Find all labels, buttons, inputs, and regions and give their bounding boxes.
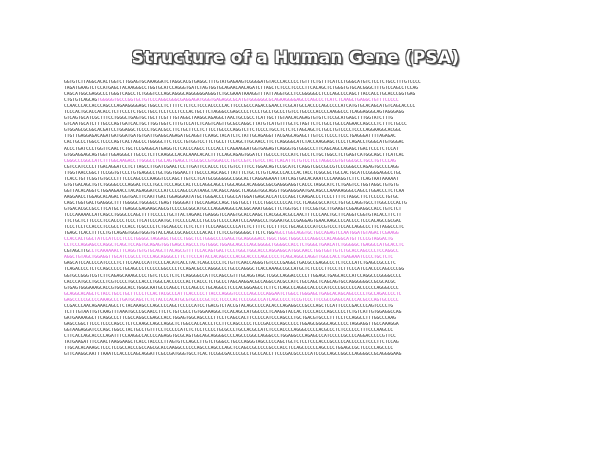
sequence-line: CCGACCCAACAGAAACAGCCTCTACAAAGCCCAGCCCCAG… xyxy=(64,303,394,309)
intron-segment: CGTAGCTTG xyxy=(64,249,89,255)
exon-segment: GCAGGCACAGCTCTACCTGCCTGCTTCCCTCCACTACGCC… xyxy=(64,291,402,297)
dna-sequence-block: GGTGTCTTAGGCACACTGGTCTTGGAGTGCAAAGGATCTA… xyxy=(0,80,591,440)
sequence-line: TTGTTGAGGAGACAGATGATGGATGATGTGATTGAGGCAG… xyxy=(64,134,396,140)
intron-segment: TGAGCTCACCTTTCCTGTCAGAGTGGGTGGGTGTACCAGC… xyxy=(64,231,275,237)
sequence-line: CCTCCCAGGAGCCCAGGCTCAGCTCCAGTGCAGAGTGGTG… xyxy=(64,243,544,249)
intron-segment: CTGTGTCAGCAG xyxy=(64,98,98,104)
sequence-line: GGTTACACAGGTCTGGAAGAACCTACAGAGGATCCCATCC… xyxy=(64,188,405,194)
sequence-line: GCAGGCACAGCTCTACCTGCCTGCTTCCCTCCACTACGCC… xyxy=(64,292,544,298)
exon-segment: CCTCAAAAAACTTCAGGTGTGTGCAGCTTACAGCGTTTTC… xyxy=(88,249,399,255)
sequence-line: GAGCATCCACCCCATCCCCTCTTCCAACCCATTCCCCACA… xyxy=(64,261,396,267)
sequence-line: TGAGCTCACCTTTCCTGTCAGAGTGGGTGGGTGTACCAGC… xyxy=(64,231,544,237)
sequence-line: CGTAGCTTGCCTCAAAAAACTTCAGGTGTGTGCAGCTTAC… xyxy=(64,249,544,255)
sequence-line: AGGCTGTAGCTGGAGGTTGCATCCGCCCTCCCAGCAGGGC… xyxy=(64,255,544,261)
sequence-line: GGTGTCTTAGGCACACTGGTCTTGGAGTGCAAAGGATCTA… xyxy=(64,80,421,85)
sequence-line: TAGATGAAGTCTCCATGAGCTACAAGGGCCTGGTGCATCC… xyxy=(64,86,419,92)
sequence-line: GTGTGACAGCTGTCTGGGGCCCCAGGACTCCCTGCCTCCC… xyxy=(64,182,399,188)
sequence-line: TTCTGCTCTTCCCCTCCACCCCTCCCTTCATCCCAATGCT… xyxy=(64,219,402,225)
sequence-line: GGTAAGAGGATCCCAGCTGGCCTACTGCCTGTTTCCTCCC… xyxy=(64,327,394,333)
sequence-line: ACCCTGATCCCTGGTTCAACTCTGCTCCGAGGCATGAGGT… xyxy=(64,146,399,152)
sequence-line: CTGTGTCAGCAGTGGGGGTGCCCGGTGCTGTCCCAGGCGG… xyxy=(64,98,544,104)
sequence-line: TTGGTAACCGGCTTCCGGTGTCCCTGTGAGGCCTGCTGGT… xyxy=(64,170,402,176)
sequence-line: TCACCTGTTCGGTGTGCCCTTTCCCAGCCCCAAGGTCCCA… xyxy=(64,176,399,182)
exon-segment: AGGCTGTAGCTGGAGGTTGCATCCGCCCTCCCAGCAGGGC… xyxy=(64,255,394,261)
exon-segment: CCACCACTGGCTATCCATCCCTCCCTGGGGCTAGGAGCTG… xyxy=(64,237,394,243)
sequence-line: GTCAATGCATCTTTGCCCAGTGATCACTGCTTGGTGGTCT… xyxy=(64,122,407,128)
exon-segment: GAGCCCCCGCCCCAAAGCCCTGATGCAGCTCTCTACCCAC… xyxy=(64,297,399,303)
sequence-line: TCTTTGTAATTGTCAAGTTTAAATGCCCGCAACCTTCTCT… xyxy=(64,309,402,315)
sequence-line: CGGGCCCGGCCATCTTTGGCAAGACCTTGGGCCTGCCAGT… xyxy=(64,159,544,165)
sequence-line: CAGCATGGCGAGGCCCTGGGTCAGCCTCTGGGTCCCAGCA… xyxy=(64,92,416,98)
exon-segment: CGGGCCCGGCCATCTTTGGCAAGACCTTGGGCCTGCCAGT… xyxy=(64,158,396,164)
sequence-line: GTTCAAGGCAATTTAAATCCACCCCAGCAGGATTCGCCGA… xyxy=(64,352,402,358)
sequence-line: CACTGCCCTGGCCTCCCCAGTCACTAGCCCTGGGGCTTCT… xyxy=(64,140,405,146)
sequence-line: CCACCACTGGCTATCCATCCCTCCCTGGGGCTAGGAGCTG… xyxy=(64,237,544,243)
sequence-line: TTGCACACAAAGCTCCCTCCGCCACCCGCCAGCGCACCAA… xyxy=(64,346,394,352)
sequence-line: TCCCTCCTCCACCCTCCGCCTCCACCTCGCCCCTCTGCAG… xyxy=(64,225,405,231)
sequence-line: GAGCCCCCGCCCCAAAGCCCTGATGCAGCTCTCTACCCAC… xyxy=(64,298,544,304)
exon-segment: AGCCTGGCAGGTGCTGCCAGAGTCCAATGGATGTAGACTC… xyxy=(274,231,399,237)
sequence-line: CACCCATGCCTGCCCTCGTCCCCTGCCCACCCTGGCCACC… xyxy=(64,279,396,285)
sequence-line: GTGACACGCCGCCTTCATGCTTGAGGCGAGAAGCAGCGTC… xyxy=(64,206,402,212)
sequence-line: GAGCCGGCTTCCCTCCCCAGCCTCTCCAAGCCAGCCAGGC… xyxy=(64,321,399,327)
slide-title: Structure of a Human Gene (PSA) xyxy=(131,48,460,68)
exon-segment: TGGGGGTGCCCGGTGCTGTCCCAGGCGGGCGAGGAGATGG… xyxy=(97,98,399,104)
sequence-line: CCAACCCACCACCCAGCCCAGAAGGGGAGCTGGCCCTCTT… xyxy=(64,104,416,110)
sequence-line: CTTCACCAGCACCCCAGATTTCCAAGGCCACCCCAGAGGT… xyxy=(64,333,396,339)
sequence-line: GATGAAAAGGCTTCAGGCCCTTCGCCAGGCCGAGCCACCT… xyxy=(64,315,396,321)
sequence-line: TATGAAGATTTCCAACTAAGGAAGCTCACCTACCCCTTAG… xyxy=(64,340,399,346)
sequence-line: GGTGCCGGGTCGTCTTCAGAGCAAAGCCCCTGTCTCCCTC… xyxy=(64,273,402,279)
sequence-line: GTCAGTGCATCGCTTTCCTGGGCTGAGTGCTGCTTCGTTT… xyxy=(64,116,394,122)
sequence-line: TCCCAAAAACCATCAGCCTGGGCCCAGCTTTTCCCCCTGC… xyxy=(64,213,402,219)
sequence-line: GTGAGTGGGAAAGCACCGTGGGCACCTGGGCAATGCCCAG… xyxy=(64,285,399,291)
sequence-line: CGTCCATCCCCTTGACAGGATCCTCTTAGCCTTGATCGAA… xyxy=(64,164,399,170)
exon-segment: CCTCCCAGGAGCCCAGGCTCAGCTCCAGTGCAGAGTGGTG… xyxy=(64,243,405,249)
sequence-line: TCAGACCCCTCTCCAGCCCCCTGCAGCCCTCCCCCGGCCC… xyxy=(64,267,405,273)
sequence-line: TCCCACTGCACCACACCTCTTCCCTCTGCCTGCCTCCTCC… xyxy=(64,110,405,116)
sequence-line: GTGGAGGAGCAGTGGTTGGAGGGCTTGCCCTCTTCAAGGC… xyxy=(64,152,405,158)
sequence-line: AAGGAACCTGGAGCACAGACTGGTGACTTCAATTGACTGG… xyxy=(64,194,399,200)
sequence-line: GTGGAGCGCGGCACGATCCTGGAGGCTCCCCTGCACGCCT… xyxy=(64,128,402,134)
sequence-line: CAGCTGGTGACTGAGGGCTTTTGGGGCTGGGGCCTGAGTT… xyxy=(64,200,407,206)
